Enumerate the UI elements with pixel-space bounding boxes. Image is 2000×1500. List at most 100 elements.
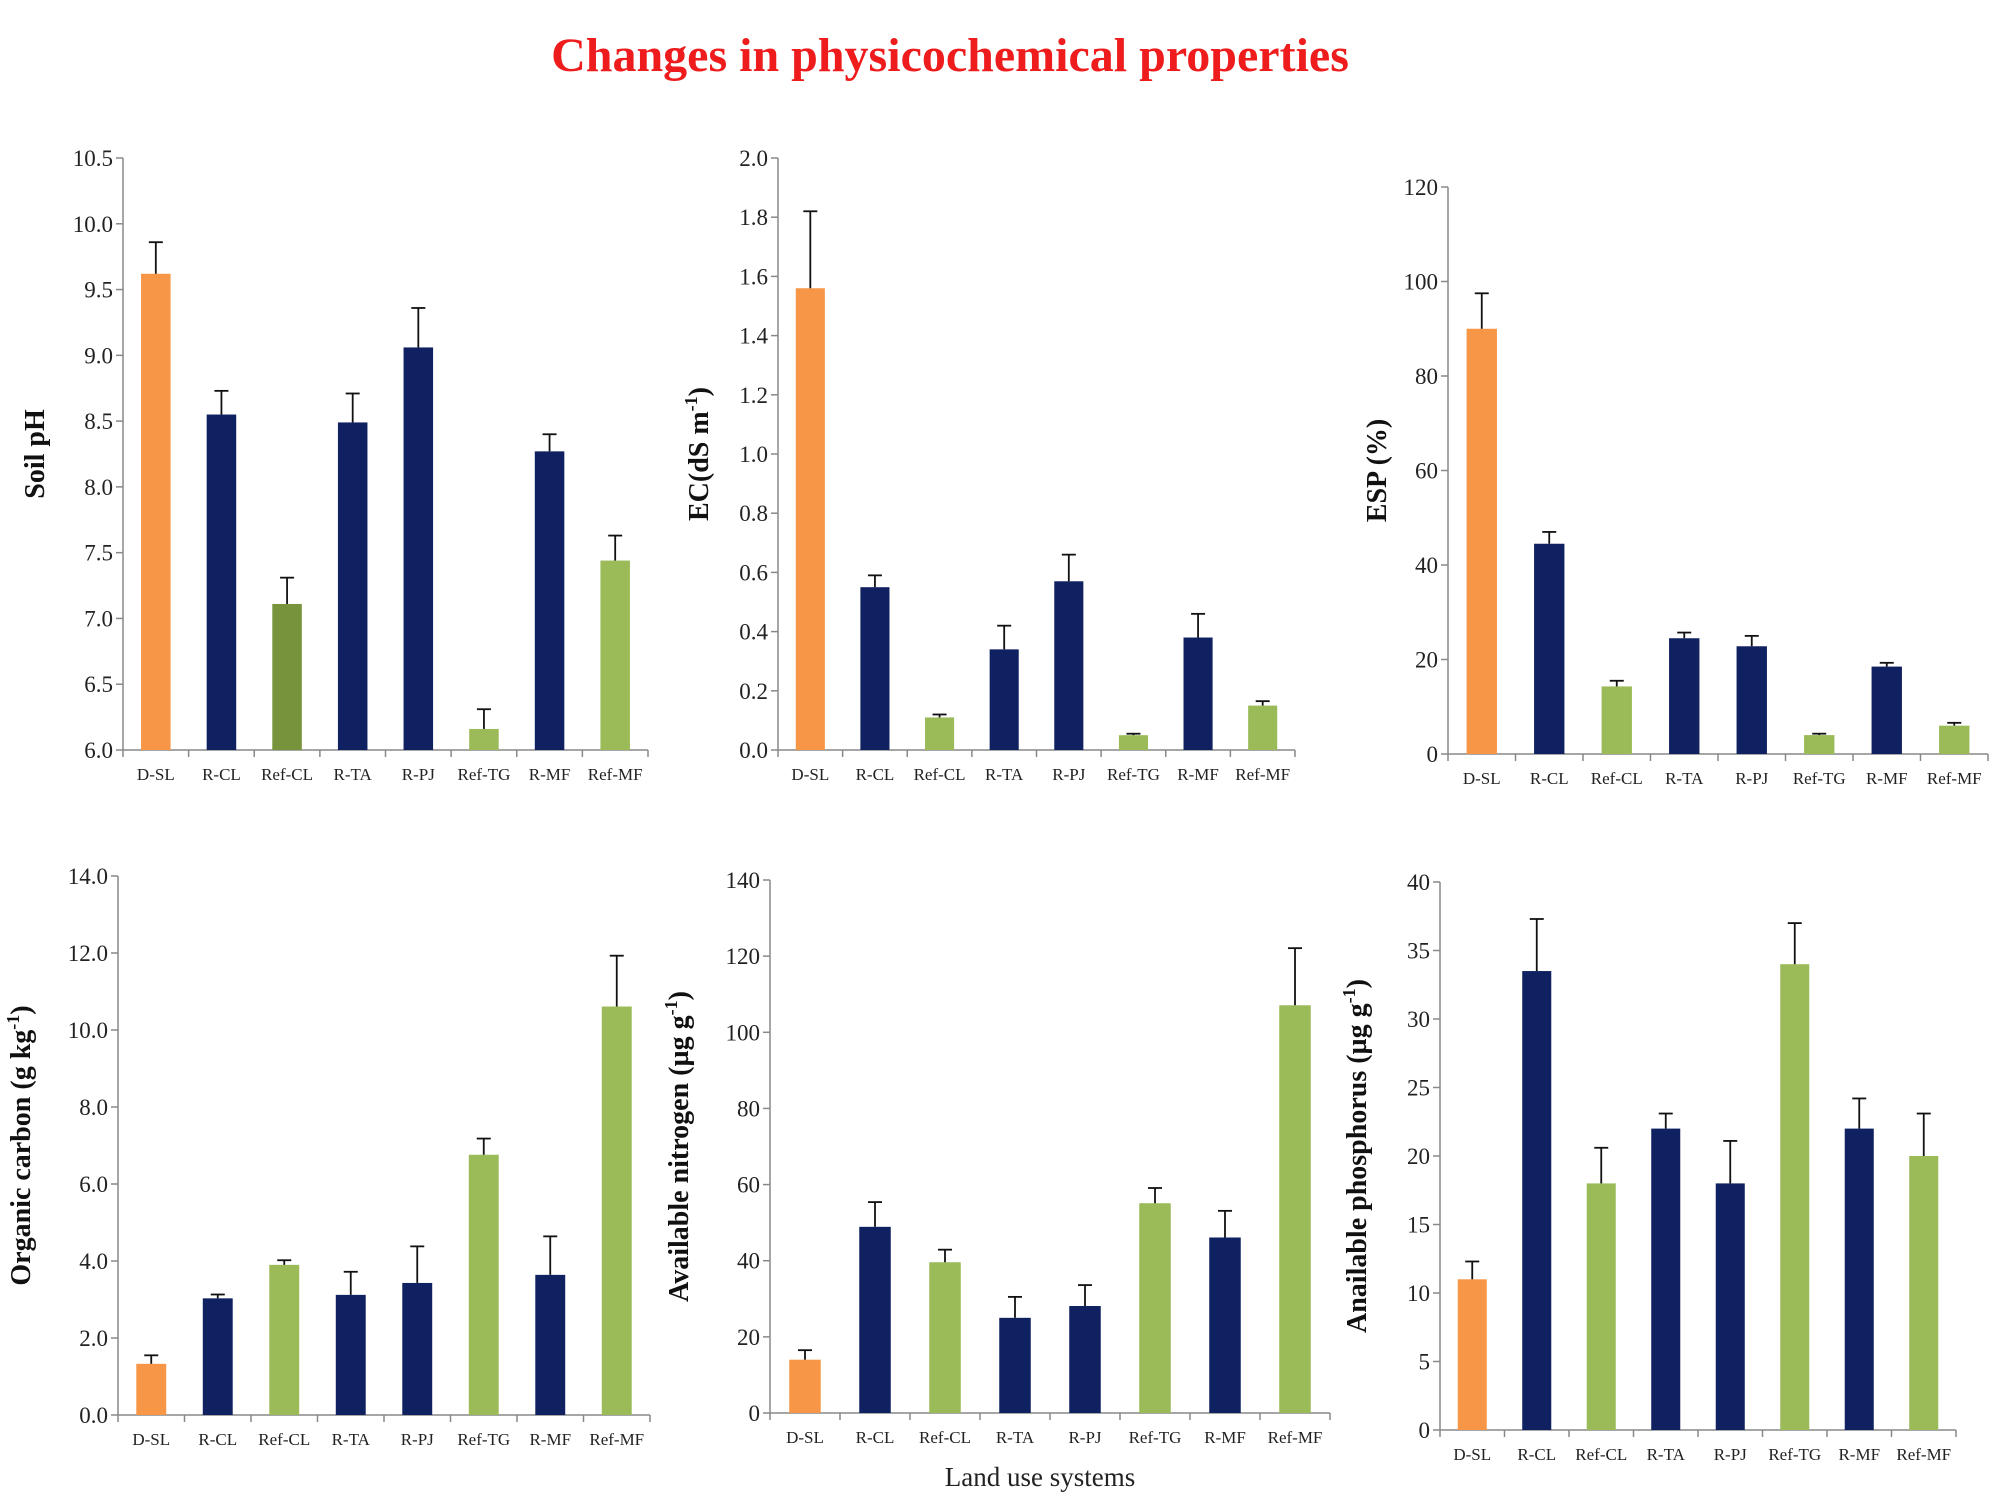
y-tick-label: 40 — [1407, 870, 1430, 895]
bar-ref-tg — [1139, 1203, 1171, 1413]
y-tick-label: 10.0 — [73, 212, 113, 237]
y-tick-label: 10.5 — [73, 146, 113, 171]
bar-ref-tg — [1118, 735, 1148, 750]
x-tick-label: D-SL — [1463, 769, 1501, 788]
y-tick-label: 6.5 — [84, 672, 113, 697]
x-tick-label: R-MF — [1204, 1428, 1246, 1447]
bar-ref-cl — [1586, 1183, 1616, 1430]
x-tick-label: R-PJ — [1068, 1428, 1101, 1447]
chart-5: 0 20 40 60 80 100 120 140 D-SL R-CL Ref-CL R-TA R-PJ… — [661, 868, 1331, 1447]
bar-ref-mf — [601, 1006, 632, 1415]
x-tick-label: R-CL — [1530, 769, 1569, 788]
y-axis-label: ESP (%) — [1362, 419, 1393, 522]
x-tick-label: Ref-CL — [914, 765, 966, 784]
bar-r-mf — [1871, 666, 1902, 754]
y-tick-label: 7.5 — [84, 541, 113, 566]
y-tick-label: 10 — [1407, 1281, 1430, 1306]
x-tick-label: R-MF — [529, 1430, 571, 1449]
y-tick-label: 2.0 — [739, 146, 768, 171]
bar-ref-mf — [1279, 1005, 1311, 1413]
y-tick-label: 40 — [1415, 553, 1438, 578]
bar-ref-cl — [1601, 686, 1632, 754]
x-tick-label: R-CL — [856, 1428, 895, 1447]
chart-3: 0 20 40 60 80 100 120 D-SL R-CL Ref-CL R-TA R-PJ Ref… — [1362, 175, 1989, 788]
x-tick-label: D-SL — [791, 765, 829, 784]
bar-ref-mf — [1909, 1156, 1939, 1430]
bar-r-pj — [403, 347, 434, 750]
y-tick-label: 25 — [1407, 1076, 1430, 1101]
bar-r-ta — [335, 1294, 366, 1415]
bar-ref-tg — [1804, 735, 1835, 754]
y-tick-label: 0.0 — [79, 1403, 108, 1428]
y-tick-label: 8.0 — [79, 1095, 108, 1120]
bar-ref-tg — [468, 1154, 499, 1415]
y-tick-label: 80 — [1415, 364, 1438, 389]
y-tick-label: 2.0 — [79, 1326, 108, 1351]
x-tick-label: Ref-MF — [588, 765, 643, 784]
x-tick-label: Ref-TG — [457, 1430, 510, 1449]
bar-r-cl — [202, 1298, 233, 1415]
y-tick-label: 14.0 — [68, 864, 108, 889]
x-tick-label: Ref-CL — [258, 1430, 310, 1449]
y-tick-label: 60 — [1415, 459, 1438, 484]
y-tick-label: 0.4 — [739, 620, 768, 645]
x-tick-label: Ref-MF — [1235, 765, 1290, 784]
y-tick-label: 1.4 — [739, 324, 768, 349]
bar-r-pj — [1069, 1306, 1101, 1413]
x-tick-label: D-SL — [786, 1428, 824, 1447]
y-tick-label: 140 — [726, 868, 761, 893]
bar-r-cl — [1522, 971, 1552, 1430]
bar-d-sl — [1466, 328, 1497, 754]
bar-r-mf — [1844, 1128, 1874, 1430]
chart-2: 0.0 0.2 0.4 0.6 0.8 1.0 1.2 1.4 1.6 1.8 2.0 D-SL R-C… — [681, 146, 1296, 784]
y-tick-label: 10.0 — [68, 1018, 108, 1043]
y-tick-label: 9.5 — [84, 278, 113, 303]
bar-ref-cl — [929, 1262, 961, 1413]
y-tick-label: 6.0 — [84, 738, 113, 763]
x-tick-label: R-CL — [1517, 1445, 1556, 1464]
y-axis-label: Anailable phosphorus (µg g-1) — [1339, 979, 1373, 1333]
y-tick-label: 100 — [726, 1020, 761, 1045]
bar-r-mf — [1183, 637, 1213, 750]
y-tick-label: 20 — [1407, 1144, 1430, 1169]
x-tick-label: R-TA — [332, 1430, 371, 1449]
x-tick-label: R-TA — [985, 765, 1024, 784]
y-tick-label: 1.8 — [739, 205, 768, 230]
bar-r-pj — [402, 1282, 433, 1415]
bar-ref-cl — [272, 603, 302, 750]
x-tick-label: R-MF — [1838, 1445, 1880, 1464]
x-tick-label: Ref-TG — [458, 765, 511, 784]
x-tick-label: R-PJ — [1735, 769, 1768, 788]
y-tick-label: 0 — [749, 1401, 761, 1426]
y-tick-label: 120 — [726, 944, 761, 969]
x-tick-label: R-PJ — [402, 765, 435, 784]
y-tick-label: 0.8 — [739, 501, 768, 526]
y-axis-label: Available nitrogen (µg g-1) — [661, 991, 695, 1302]
y-tick-label: 40 — [737, 1249, 760, 1274]
x-tick-label: R-MF — [1177, 765, 1219, 784]
y-tick-label: 30 — [1407, 1007, 1430, 1032]
x-tick-label: Ref-TG — [1768, 1445, 1821, 1464]
y-tick-label: 100 — [1404, 270, 1439, 295]
bar-r-ta — [337, 422, 368, 750]
y-tick-label: 8.0 — [84, 475, 113, 500]
bar-r-cl — [859, 1226, 891, 1413]
x-tick-label: Ref-CL — [1591, 769, 1643, 788]
bar-r-pj — [1715, 1183, 1745, 1430]
bar-ref-cl — [269, 1264, 300, 1415]
x-tick-label: R-PJ — [1052, 765, 1085, 784]
y-tick-label: 0 — [1427, 742, 1439, 767]
y-tick-label: 0.2 — [739, 679, 768, 704]
x-tick-label: R-TA — [996, 1428, 1035, 1447]
bar-ref-tg — [469, 728, 499, 750]
y-tick-label: 20 — [1415, 648, 1438, 673]
y-tick-label: 4.0 — [79, 1249, 108, 1274]
bar-ref-mf — [600, 560, 630, 750]
x-tick-label: Ref-MF — [589, 1430, 644, 1449]
bar-d-sl — [141, 273, 171, 750]
bar-r-pj — [1736, 646, 1767, 754]
y-tick-label: 5 — [1419, 1350, 1431, 1375]
chart-6: 0 5 10 15 20 25 30 35 40 D-SL R-CL Ref-CL R-TA R-PJ Re… — [1339, 870, 1957, 1464]
page-title: Changes in physicochemical properties — [551, 29, 1349, 82]
